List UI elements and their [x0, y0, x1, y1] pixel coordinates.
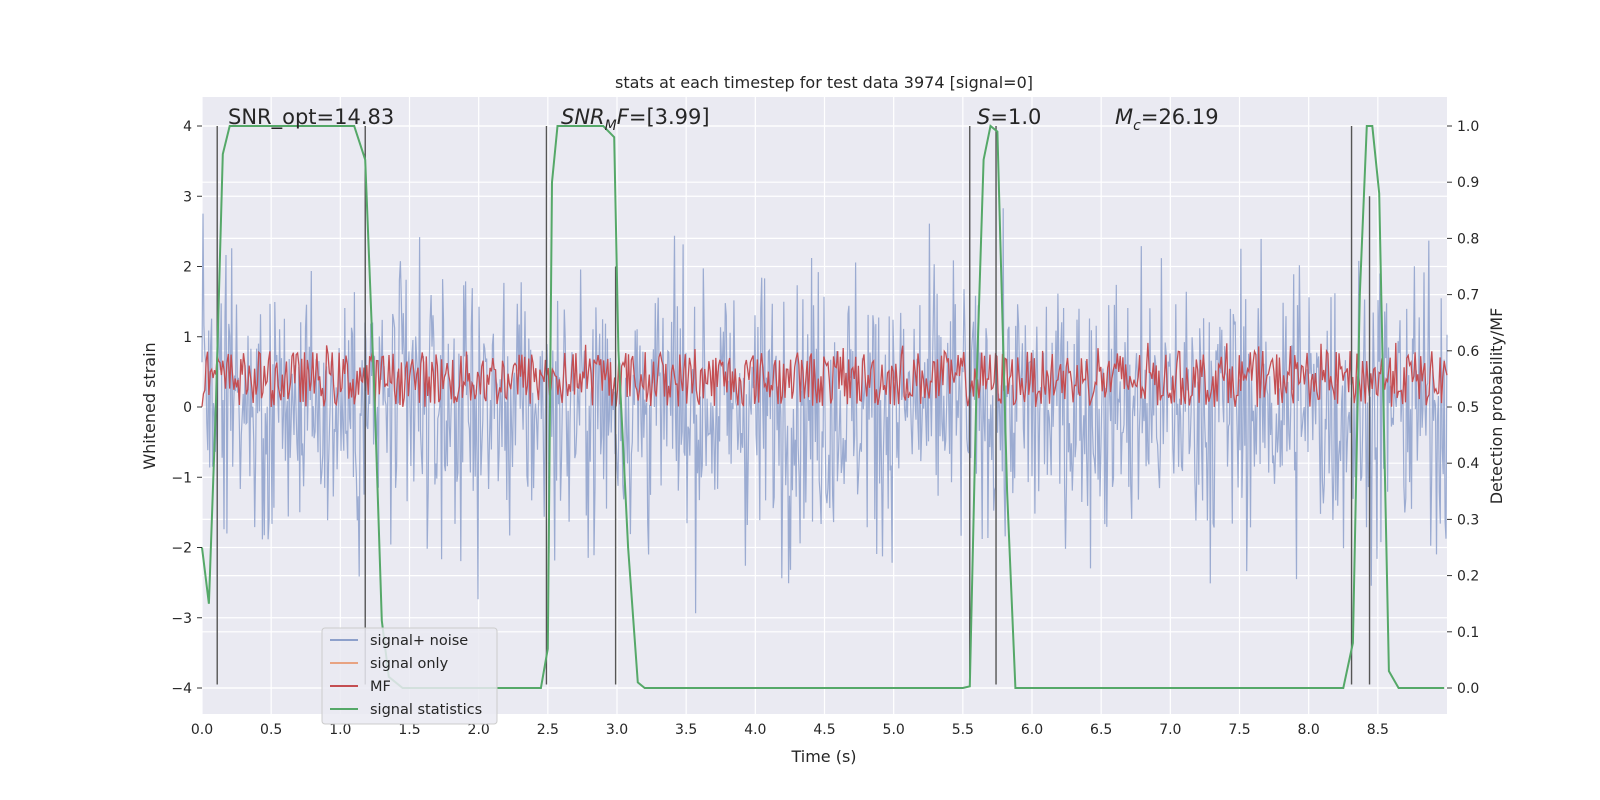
mf-series-layer	[201, 342, 1448, 408]
x-tick-label: 1.5	[398, 722, 420, 738]
y-tick-label: 4	[183, 119, 192, 135]
x-tick-label: 8.0	[1298, 722, 1320, 738]
vertical-markers	[216, 126, 1371, 685]
y2-tick-label: 0.5	[1457, 400, 1479, 416]
legend: signal+ noise signal only MF signal stat…	[321, 627, 498, 725]
y-tick-label: −2	[171, 541, 192, 557]
y-tick-label: −1	[171, 470, 192, 486]
annotation-s: S=1.0	[977, 105, 1041, 129]
x-axis-label: Time (s)	[790, 747, 856, 766]
y2-tick-label: 0.0	[1457, 681, 1479, 697]
x-tick-label: 2.5	[537, 722, 559, 738]
legend-label-noise: signal+ noise	[370, 633, 468, 649]
y2-tick-label: 0.9	[1457, 175, 1479, 191]
x-ticks: 0.0 0.5 1.0 1.5 2.0 2.5 3.0 3.5 4.0 4.5 5.0 5.5 6.0 6…	[191, 722, 1389, 738]
annotation-mc: Mc=26.19	[1115, 105, 1219, 134]
y-tick-label: −3	[171, 611, 192, 627]
y-left-ticks: 4 3 2 1 0 −1 −2 −3 −4	[171, 119, 202, 697]
y-tick-label: −4	[171, 681, 192, 697]
x-tick-label: 0.0	[191, 722, 213, 738]
legend-label-signal-only: signal only	[370, 656, 449, 672]
y2-axis-label: Detection probability/MF	[1487, 308, 1506, 505]
x-tick-label: 5.0	[883, 722, 905, 738]
y-tick-label: 0	[183, 400, 192, 416]
y2-tick-label: 0.7	[1457, 288, 1479, 304]
y-tick-label: 3	[183, 189, 192, 205]
mf-series-line	[201, 342, 1448, 408]
y2-tick-label: 0.6	[1457, 344, 1479, 360]
x-tick-label: 4.5	[813, 722, 835, 738]
y2-tick-label: 0.1	[1457, 625, 1479, 641]
x-tick-label: 2.0	[468, 722, 490, 738]
x-tick-label: 4.0	[744, 722, 766, 738]
y2-tick-label: 0.2	[1457, 569, 1479, 585]
y2-tick-label: 0.4	[1457, 456, 1479, 472]
legend-label-signal-statistics: signal statistics	[370, 702, 482, 718]
y-axis-label: Whitened strain	[140, 342, 159, 469]
y-right-ticks: 1.0 0.9 0.8 0.7 0.6 0.5 0.4 0.3 0.2 0.1 0.0	[1447, 119, 1479, 697]
x-tick-label: 7.0	[1159, 722, 1181, 738]
chart-title: stats at each timestep for test data 397…	[615, 73, 1033, 92]
y2-tick-label: 1.0	[1457, 119, 1479, 135]
y-tick-label: 2	[183, 260, 192, 276]
x-tick-label: 6.5	[1090, 722, 1112, 738]
legend-label-mf: MF	[370, 679, 391, 695]
x-tick-label: 7.5	[1228, 722, 1250, 738]
x-tick-label: 3.0	[606, 722, 628, 738]
x-tick-label: 5.5	[952, 722, 974, 738]
signal-statistics-layer	[201, 124, 1445, 689]
x-tick-label: 0.5	[260, 722, 282, 738]
x-tick-label: 1.0	[329, 722, 351, 738]
y2-tick-label: 0.8	[1457, 231, 1479, 247]
x-tick-label: 8.5	[1367, 722, 1389, 738]
y2-tick-label: 0.3	[1457, 512, 1479, 528]
signal-statistics-line	[201, 124, 1445, 689]
x-tick-label: 3.5	[675, 722, 697, 738]
legend-box	[321, 627, 498, 725]
x-tick-label: 6.0	[1021, 722, 1043, 738]
annotation-snr-opt: SNR_opt=14.83	[228, 105, 394, 130]
y-tick-label: 1	[183, 330, 192, 346]
